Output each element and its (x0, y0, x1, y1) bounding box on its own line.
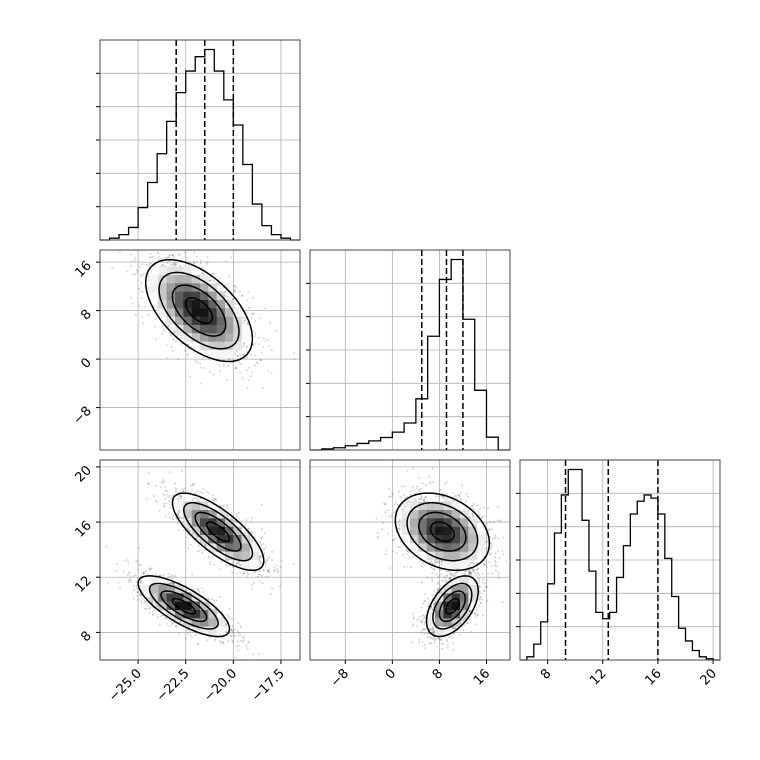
contour-line (148, 582, 219, 630)
contour-line (425, 575, 479, 638)
pair-panel-1-0 (99, 249, 301, 451)
contour-line (158, 271, 240, 350)
contour-line (406, 502, 479, 562)
x-tick-label: 8 (430, 666, 446, 682)
y-tick-label: −8 (71, 404, 95, 428)
x-tick-label: −17.5 (249, 666, 288, 705)
contour-line (394, 492, 491, 572)
histogram-panel-2 (519, 459, 721, 661)
y-tick-label: 0 (78, 355, 94, 371)
contour-line (432, 582, 473, 630)
x-tick-label: 12 (587, 666, 609, 688)
contour-line (171, 284, 227, 337)
x-tick-label: 16 (471, 666, 493, 688)
pair-layer (375, 467, 508, 651)
grid-lines (100, 250, 300, 450)
histogram-step-0 (100, 48, 300, 241)
contour-line (429, 521, 455, 543)
grid-lines (310, 250, 510, 450)
contour-line (160, 590, 208, 623)
pair-panel-2-1 (309, 459, 511, 661)
density-cells (141, 493, 259, 636)
contour-line (445, 597, 460, 615)
density-cells (150, 266, 251, 359)
x-tick-label: −8 (328, 666, 352, 690)
grid-lines (520, 460, 720, 660)
contour-line (183, 502, 254, 562)
contour-line (438, 590, 467, 623)
contour-line (137, 575, 231, 638)
y-tick-label: 16 (73, 258, 95, 280)
histogram-step-1 (310, 258, 510, 451)
x-tick-label: 8 (538, 666, 554, 682)
y-tick-label: 20 (73, 463, 95, 485)
x-tick-label: 0 (383, 666, 399, 682)
contour-line (194, 511, 242, 552)
contour-line (171, 597, 196, 615)
x-tick-label: 20 (698, 666, 720, 688)
contour-line (171, 492, 265, 572)
contour-line (205, 521, 231, 543)
grid-lines (310, 460, 510, 660)
histogram-panel-0 (99, 39, 301, 241)
histogram-step-2 (520, 468, 720, 661)
contour-line (418, 511, 467, 552)
x-tick-label: −20.0 (201, 666, 240, 705)
y-tick-label: 16 (73, 518, 95, 540)
pair-panel-2-0 (99, 459, 301, 661)
y-tick-label: 8 (78, 629, 94, 645)
x-tick-label: −25.0 (106, 666, 145, 705)
pair-layer (105, 470, 295, 660)
contour-line (144, 258, 254, 363)
pair-layer (111, 250, 296, 389)
histogram-panel-1 (309, 249, 511, 451)
x-tick-label: 16 (642, 666, 664, 688)
y-tick-label: 12 (73, 573, 95, 595)
grid-lines (100, 40, 300, 240)
contour-line (184, 297, 214, 325)
x-tick-label: −22.5 (154, 666, 193, 705)
y-tick-label: 8 (78, 307, 94, 323)
